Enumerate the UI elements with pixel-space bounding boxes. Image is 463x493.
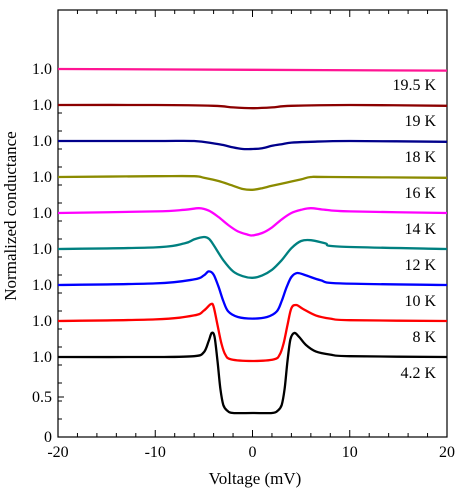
y-tick-label: 0 bbox=[44, 429, 52, 446]
series-label: 12 K bbox=[404, 257, 436, 274]
series-label: 14 K bbox=[404, 221, 436, 238]
x-tick-label: -20 bbox=[47, 444, 68, 461]
tick-labels: -20 -10 0 10 20 0 0.5 1.0 1.0 1.0 1.0 1.0 1.0 1.0 1.0 1… bbox=[32, 61, 455, 461]
axis-ticks bbox=[57, 10, 448, 437]
series-curves bbox=[57, 67, 448, 415]
y-tick-label: 1.0 bbox=[32, 349, 52, 366]
x-axis-label: Voltage (mV) bbox=[209, 469, 302, 488]
series-line bbox=[57, 207, 448, 237]
series-line bbox=[57, 67, 448, 72]
series-line bbox=[57, 103, 448, 110]
y-tick-label: 1.0 bbox=[32, 313, 52, 330]
series-line bbox=[57, 302, 448, 363]
y-tick-label: 1.0 bbox=[32, 241, 52, 258]
x-tick-label: 20 bbox=[439, 444, 455, 461]
series-label: 18 K bbox=[404, 149, 436, 166]
plot-frame bbox=[57, 9, 448, 438]
y-axis-label: Normalized conductance bbox=[1, 131, 20, 300]
y-tick-label: 1.0 bbox=[32, 169, 52, 186]
y-tick-label: 1.0 bbox=[32, 133, 52, 150]
y-tick-label: 1.0 bbox=[32, 277, 52, 294]
series-label: 8 K bbox=[412, 329, 436, 346]
y-tick-label: 1.0 bbox=[32, 205, 52, 222]
series-line bbox=[57, 139, 448, 151]
series-label: 4.2 K bbox=[400, 365, 436, 382]
series-label: 10 K bbox=[404, 293, 436, 310]
y-tick-label: 1.0 bbox=[32, 61, 52, 78]
series-labels: 4.2 K 8 K 10 K 12 K 14 K 16 K 18 K 19 K 19.5 K bbox=[392, 77, 436, 382]
x-tick-label: 10 bbox=[342, 444, 358, 461]
plot-border bbox=[57, 9, 448, 438]
series-line bbox=[57, 235, 448, 279]
series-line bbox=[57, 174, 448, 191]
series-line bbox=[57, 331, 448, 415]
series-label: 16 K bbox=[404, 185, 436, 202]
y-tick-label: 0.5 bbox=[32, 389, 52, 406]
series-label: 19.5 K bbox=[392, 77, 436, 94]
series-line bbox=[57, 270, 448, 320]
series-label: 19 K bbox=[404, 113, 436, 130]
x-tick-label: 0 bbox=[249, 444, 257, 461]
x-tick-label: -10 bbox=[145, 444, 166, 461]
y-tick-label: 1.0 bbox=[32, 97, 52, 114]
